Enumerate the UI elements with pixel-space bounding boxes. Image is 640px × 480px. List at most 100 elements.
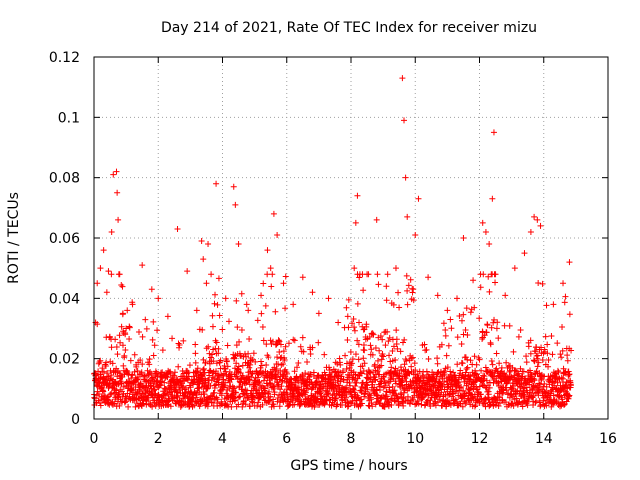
data-point (248, 371, 255, 378)
peak-point (460, 235, 467, 241)
data-point (236, 338, 243, 345)
data-point (489, 361, 496, 368)
peak-point (155, 295, 162, 302)
data-point (210, 358, 217, 365)
data-point (543, 302, 550, 309)
data-point (527, 337, 534, 344)
data-point (419, 394, 426, 401)
data-point (151, 342, 158, 349)
data-point (239, 403, 246, 410)
data-point (374, 271, 381, 278)
data-point (496, 360, 503, 367)
data-point (412, 367, 419, 374)
data-point (167, 403, 174, 410)
peak-point (401, 117, 408, 124)
peak-point (94, 280, 101, 287)
data-point (323, 397, 330, 404)
data-point (394, 395, 401, 402)
data-point (209, 351, 216, 358)
data-point (425, 355, 432, 362)
data-point (293, 374, 300, 381)
data-point (192, 341, 199, 348)
data-point (113, 387, 120, 394)
data-point (344, 337, 351, 344)
data-point (222, 379, 229, 386)
data-point (495, 402, 502, 409)
data-point (515, 370, 522, 377)
data-point (157, 382, 164, 389)
data-point (545, 357, 552, 364)
data-point (375, 281, 382, 288)
peak-point (232, 201, 239, 208)
data-point (260, 280, 267, 287)
data-point (458, 384, 465, 391)
data-point (524, 398, 531, 405)
data-point (470, 385, 477, 392)
data-point (345, 296, 352, 303)
data-point (472, 370, 479, 377)
x-tick-label: 8 (347, 431, 356, 447)
data-point (354, 300, 361, 307)
data-point (391, 387, 398, 394)
data-point (258, 362, 265, 369)
data-point (376, 386, 383, 393)
data-point (245, 350, 252, 357)
data-point (565, 393, 572, 400)
data-point (255, 379, 262, 386)
data-point (395, 400, 402, 407)
data-point (266, 397, 273, 404)
data-point (147, 382, 154, 389)
peak-point (531, 213, 538, 220)
data-point (345, 324, 352, 331)
data-point (171, 372, 178, 379)
data-point (396, 304, 403, 311)
data-point (204, 403, 211, 410)
data-point (337, 361, 344, 368)
data-point (206, 367, 213, 374)
data-point (209, 374, 216, 381)
data-point (208, 271, 215, 278)
data-point (416, 378, 423, 385)
data-point (447, 380, 454, 387)
data-point (134, 376, 141, 383)
data-point (269, 338, 276, 345)
data-point (246, 381, 253, 388)
data-point (559, 324, 566, 331)
data-point (228, 375, 235, 382)
data-point (385, 403, 392, 410)
data-point (233, 342, 240, 349)
data-points (91, 75, 575, 410)
data-point (499, 390, 506, 397)
peak-point (502, 292, 509, 299)
data-point (463, 305, 470, 312)
data-point (260, 377, 267, 384)
data-point (252, 358, 259, 365)
data-point (263, 361, 270, 368)
data-point (141, 373, 148, 380)
data-point (489, 373, 496, 380)
data-point (322, 372, 329, 379)
data-point (404, 287, 411, 294)
data-point (195, 385, 202, 392)
data-point (529, 394, 536, 401)
data-point (436, 396, 443, 403)
data-point (374, 392, 381, 399)
data-point (246, 403, 253, 410)
data-point (216, 312, 223, 319)
data-point (458, 317, 465, 324)
data-point (104, 370, 111, 377)
data-point (390, 301, 397, 308)
data-point (281, 356, 288, 363)
data-point (388, 364, 395, 371)
data-point (96, 359, 103, 366)
data-point (122, 346, 129, 353)
data-point (383, 393, 390, 400)
data-point (277, 341, 284, 348)
data-point (107, 391, 114, 398)
data-point (207, 354, 214, 361)
data-point (434, 370, 441, 377)
data-point (506, 368, 513, 375)
data-point (269, 271, 276, 278)
data-point (231, 385, 238, 392)
data-point (483, 377, 490, 384)
